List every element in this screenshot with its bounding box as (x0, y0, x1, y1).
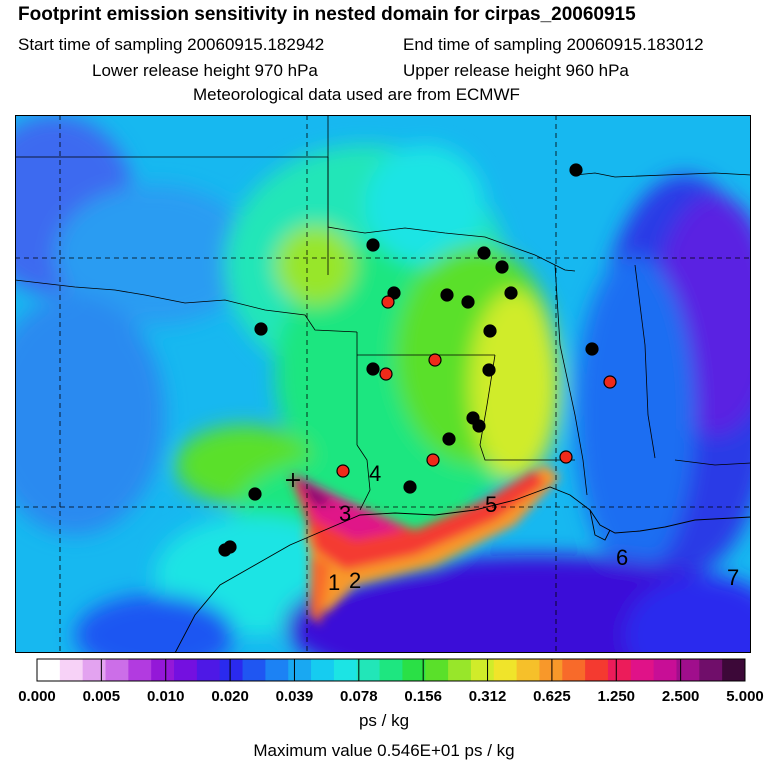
station-black-marker (461, 295, 475, 309)
station-red-marker (603, 375, 617, 389)
colorbar-cell (311, 659, 335, 681)
region-label-7: 7 (727, 565, 739, 590)
colorbar-cell (607, 659, 632, 681)
stations (218, 163, 617, 557)
colorbar-cell (105, 659, 129, 681)
colorbar-cell (37, 659, 61, 681)
map-frame (15, 115, 751, 653)
station-black-marker (254, 322, 268, 336)
sensitivity-layers (15, 115, 751, 653)
colorbar-cell (151, 659, 175, 681)
colorbar-cell (493, 659, 518, 681)
colorbar: 0.000 0.005 0.010 0.020 0.039 0.078 0.156 0.312… (18, 658, 764, 705)
station-black-marker (482, 363, 496, 377)
colorbar-cell (174, 659, 198, 681)
state-borders (15, 115, 751, 511)
region-label-5: 5 (485, 492, 497, 517)
colorbar-tick-label: 5.000 (726, 688, 764, 705)
colorbar-cell (653, 659, 677, 681)
colorbar-tick-label: 0.005 (83, 688, 121, 705)
station-black-marker (495, 260, 509, 274)
station-black-marker (403, 480, 417, 494)
station-black-marker (504, 286, 518, 300)
meteorological-data-source: Meteorological data used are from ECMWF (193, 85, 520, 104)
colorbar-tick-label: 0.039 (276, 688, 314, 705)
colorbar-cell (562, 659, 586, 681)
region-label-4: 4 (369, 461, 381, 486)
region-label-3: 3 (339, 501, 351, 526)
station-red-marker (381, 295, 395, 309)
release-point-marker: + (284, 468, 302, 493)
colorbar-tick-label: 0.020 (211, 688, 249, 705)
station-black-marker (483, 324, 497, 338)
station-black-marker (472, 419, 486, 433)
sampling-end-time: End time of sampling 20060915.183012 (403, 35, 704, 54)
station-black-marker (387, 286, 401, 300)
station-black-marker (585, 342, 599, 356)
colorbar-cell (402, 659, 426, 681)
upper-release-height: Upper release height 960 hPa (403, 61, 629, 80)
colorbar-cell (196, 659, 221, 681)
graticule (15, 115, 751, 653)
coastline (174, 486, 751, 653)
station-black-marker (477, 246, 491, 260)
sensitivity-field: + 1 2 3 4 5 6 7 (15, 115, 751, 653)
colorbar-cell (448, 659, 472, 681)
station-red-marker (559, 450, 573, 464)
release-point: + (284, 468, 302, 493)
colorbar-cells (37, 659, 746, 681)
colorbar-cell (333, 659, 358, 681)
station-black-marker (569, 163, 583, 177)
colorbar-tick-labels: 0.000 0.005 0.010 0.020 0.039 0.078 0.156 0.312… (18, 659, 764, 705)
maximum-value: Maximum value 0.546E+01 ps / kg (253, 741, 515, 760)
colorbar-cell (128, 659, 152, 681)
plume (290, 465, 560, 625)
lower-release-height: Lower release height 970 hPa (92, 61, 318, 80)
region-label-1: 1 (328, 570, 340, 595)
station-black-marker (442, 432, 456, 446)
colorbar-cell (425, 659, 449, 681)
colorbar-cell (722, 659, 746, 681)
region-label-6: 6 (616, 545, 628, 570)
colorbar-cell (356, 659, 381, 681)
region-labels: 1 2 3 4 5 6 7 (328, 461, 739, 595)
colorbar-tick-label: 1.250 (597, 688, 635, 705)
colorbar-cell (699, 659, 723, 681)
colorbar-tick-label: 0.078 (340, 688, 378, 705)
colorbar-cell (288, 659, 312, 681)
region-label-2: 2 (349, 568, 361, 593)
station-black-marker (366, 238, 380, 252)
colorbar-cell (265, 659, 289, 681)
colorbar-tick-label: 0.156 (404, 688, 442, 705)
station-black-marker (366, 362, 380, 376)
footprint-map: + 1 2 3 4 5 6 7 (15, 115, 751, 653)
colorbar-units: ps / kg (358, 711, 410, 730)
colorbar-cell (59, 659, 84, 681)
colorbar-cell (630, 659, 655, 681)
colorbar-cell (539, 659, 563, 681)
station-red-marker (428, 353, 442, 367)
colorbar-cell (676, 659, 700, 681)
station-red-marker (336, 464, 350, 478)
colorbar-tick-label: 0.312 (469, 688, 507, 705)
colorbar-tick-label: 0.000 (18, 688, 56, 705)
station-red-marker (426, 453, 440, 467)
colorbar-cell (82, 659, 107, 681)
station-black-marker (248, 487, 262, 501)
colorbar-cell (242, 659, 266, 681)
colorbar-tick-label: 2.500 (662, 688, 700, 705)
station-black-marker (223, 540, 237, 554)
station-red-marker (379, 367, 393, 381)
station-black-marker (440, 288, 454, 302)
sampling-start-time: Start time of sampling 20060915.182942 (18, 35, 325, 54)
colorbar-cell (379, 659, 403, 681)
colorbar-cell (219, 659, 244, 681)
figure-title: Footprint emission sensitivity in nested… (18, 4, 636, 25)
colorbar-cell (585, 659, 609, 681)
colorbar-tick-label: 0.010 (147, 688, 185, 705)
colorbar-cell (470, 659, 495, 681)
colorbar-tick-label: 0.625 (533, 688, 571, 705)
colorbar-cell (516, 659, 540, 681)
